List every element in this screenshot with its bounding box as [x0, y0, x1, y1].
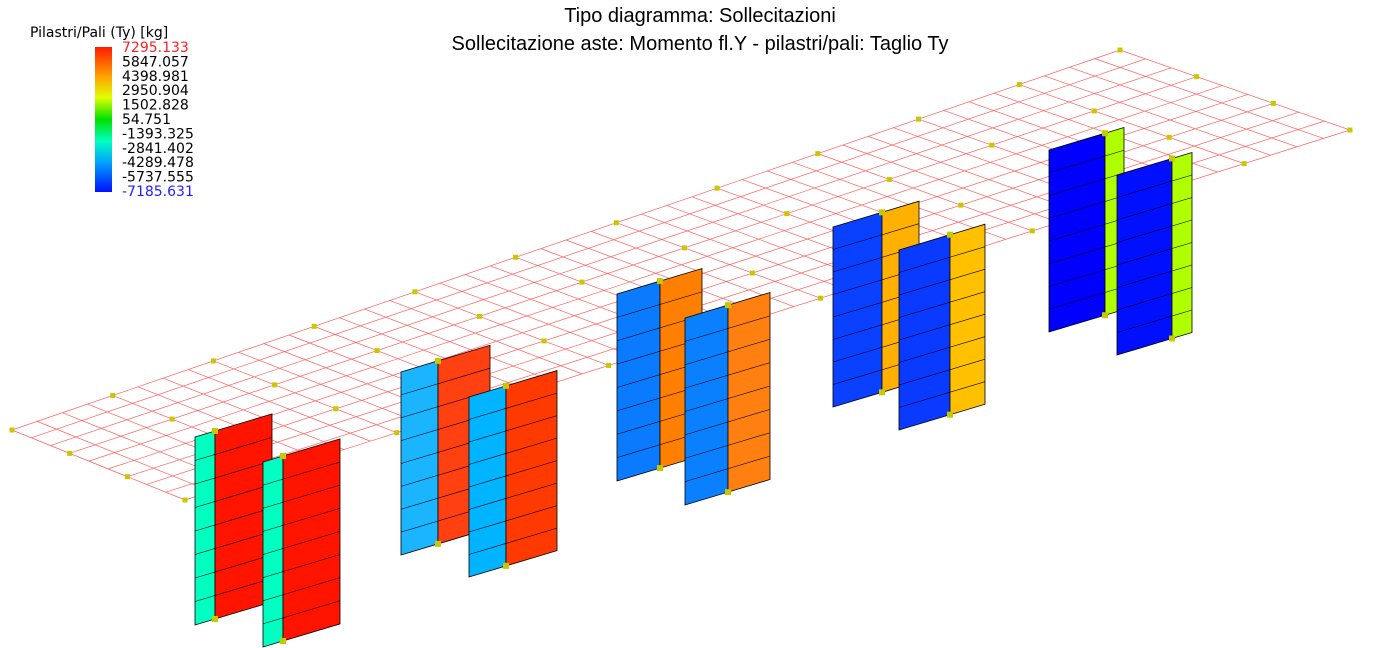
node [435, 358, 441, 364]
node [879, 209, 885, 215]
node [170, 417, 175, 422]
node [1167, 135, 1172, 140]
legend-title: Pilastri/Pali (Ty) [kg] [30, 25, 168, 41]
node [947, 232, 953, 238]
node [10, 428, 15, 433]
node [989, 143, 994, 148]
node [947, 412, 953, 418]
node [887, 177, 892, 182]
node [212, 428, 218, 434]
node [657, 278, 663, 284]
node [1102, 312, 1108, 318]
node [212, 616, 218, 622]
node [784, 211, 789, 216]
mesh-line [213, 361, 396, 433]
node [110, 393, 115, 398]
viewport: Tipo diagramma: Sollecitazioni Sollecita… [0, 0, 1389, 648]
node [750, 271, 755, 276]
mesh-line [239, 352, 424, 424]
node [579, 280, 584, 285]
node [542, 338, 547, 343]
mesh-line [12, 430, 185, 500]
node [1169, 156, 1175, 162]
node [657, 465, 663, 471]
node [725, 302, 731, 308]
node [1030, 228, 1035, 233]
node [614, 220, 619, 225]
node [211, 358, 216, 363]
node [435, 541, 441, 547]
node [503, 383, 509, 389]
node [958, 203, 963, 208]
node [1348, 128, 1353, 133]
mesh-line [50, 68, 1171, 446]
node [1194, 74, 1199, 79]
node [375, 348, 380, 353]
node [394, 430, 399, 435]
node [513, 255, 518, 260]
node [412, 289, 417, 294]
node [715, 186, 720, 191]
legend-label: -7185.631 [122, 184, 194, 200]
node [1271, 101, 1276, 106]
node [333, 406, 338, 411]
node [1017, 82, 1022, 87]
node [280, 453, 286, 459]
title: Tipo diagramma: Sollecitazioni [564, 5, 836, 27]
legend-bar [95, 47, 112, 192]
node [916, 117, 921, 122]
node [280, 638, 286, 644]
node [818, 296, 823, 301]
node [125, 474, 130, 479]
node [1118, 48, 1123, 53]
node [183, 498, 188, 503]
node [879, 389, 885, 395]
mesh-line [415, 292, 609, 366]
legend-labels: 7295.1335847.0574398.9812950.9041502.828… [122, 40, 194, 200]
subtitle: Sollecitazione aste: Momento fl.Y - pila… [452, 33, 949, 55]
node [606, 363, 611, 368]
columns [195, 128, 1192, 648]
page: Tipo diagramma: Sollecitazioni Sollecita… [0, 0, 1389, 648]
node [682, 245, 687, 250]
mesh-line [1095, 59, 1324, 139]
node [312, 324, 317, 329]
mesh-line [37, 421, 211, 491]
node [1169, 336, 1175, 342]
node [1102, 130, 1108, 136]
mesh-line [1120, 50, 1350, 130]
node [725, 489, 731, 495]
node [1092, 108, 1097, 113]
node [477, 314, 482, 319]
node [67, 451, 72, 456]
node [272, 382, 277, 387]
node [503, 563, 509, 569]
node [1242, 161, 1247, 166]
node [815, 151, 820, 156]
